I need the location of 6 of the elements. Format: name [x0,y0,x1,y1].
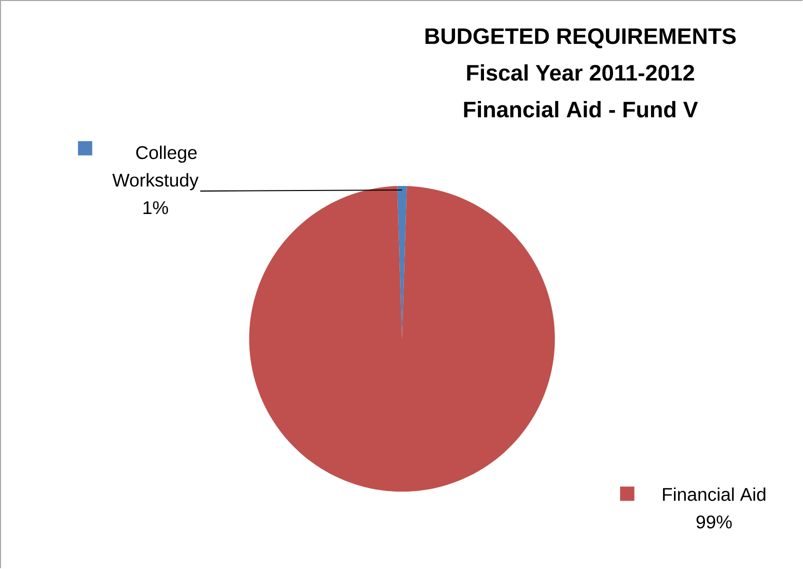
legend-label: Financial Aid [663,488,766,502]
chart-title: BUDGETED REQUIREMENTS [426,28,736,48]
data-label: 99% [696,516,732,529]
chart-subtitle: Fiscal Year 2011-2012 Financial Aid - Fund V [464,64,698,118]
legend-label: College Workstudy [112,146,199,190]
data-label: 1% [144,201,168,214]
